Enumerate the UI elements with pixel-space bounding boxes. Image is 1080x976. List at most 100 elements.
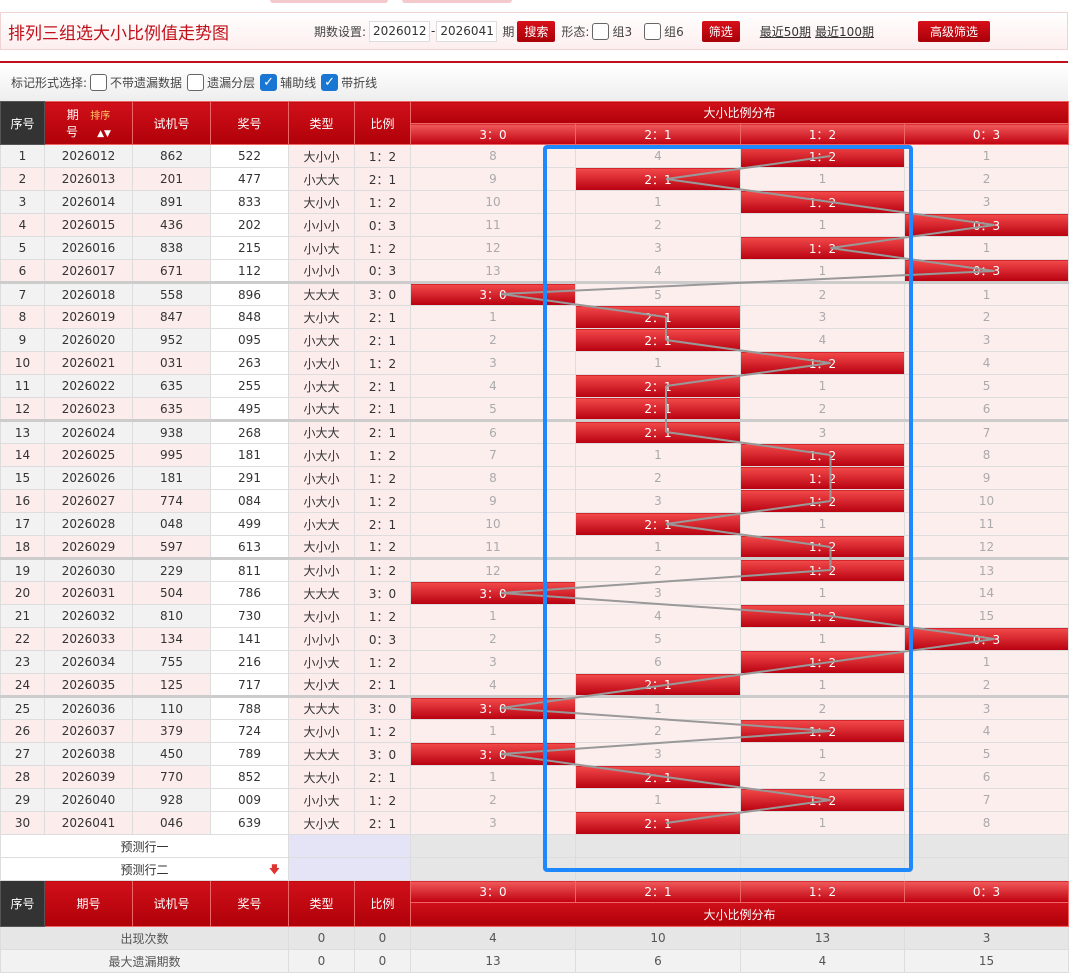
ratio-cell: 2：1: [354, 811, 411, 835]
draw-cell: 730: [210, 604, 289, 628]
top-tab-stub[interactable]: [270, 0, 388, 3]
col-period[interactable]: 期 排序号 ▲▼: [44, 101, 133, 145]
dist-hit-cell: 1：2: [740, 788, 905, 812]
dist-miss-cell: 3: [903, 328, 1070, 352]
ratio-cell: 3：0: [354, 581, 411, 605]
ratio-cell: 2：1: [354, 305, 411, 329]
predict-input[interactable]: [288, 857, 411, 881]
option-checkbox-2[interactable]: ✓: [260, 74, 278, 91]
table-row: 27 2026038 450 789 大大大 3：0 3：0 3 1 5: [0, 742, 1070, 766]
table-row: 26 2026037 379 724 大小小 1：2 1 2 1：2 4: [0, 719, 1070, 743]
period-from-input[interactable]: 2026012: [369, 20, 431, 42]
col-period-top: 期: [66, 108, 79, 122]
dist-hit-cell: 3：0: [410, 581, 576, 605]
option-checkbox-3[interactable]: ✓: [321, 74, 339, 91]
sort-toggle[interactable]: 排序: [90, 111, 111, 122]
sort-arrows-icon[interactable]: ▲▼: [97, 129, 111, 139]
recent-100-link[interactable]: 最近100期: [815, 24, 874, 39]
group6-checkbox[interactable]: [644, 22, 662, 40]
period-cell: 2026033: [44, 627, 133, 651]
dist-miss-cell: 3: [410, 351, 576, 375]
ratio-cell: 1：2: [354, 236, 411, 260]
filter-button[interactable]: 筛选: [701, 20, 740, 42]
predict-dist-cell[interactable]: [740, 857, 905, 881]
type-cell: 小大小: [288, 489, 355, 513]
type-cell: 大大大: [288, 695, 355, 720]
seq-cell: 6: [0, 259, 45, 283]
stat-label: 出现次数: [0, 926, 289, 950]
draw-cell: 112: [210, 259, 289, 283]
table-row: 8 2026019 847 848 大小大 2：1 1 2：1 3 2: [0, 305, 1070, 329]
group3-checkbox[interactable]: [592, 22, 610, 40]
seq-cell: 12: [0, 397, 45, 421]
draw-cell: 202: [210, 213, 289, 237]
seq-cell: 11: [0, 374, 45, 398]
table-row: 20 2026031 504 786 大大大 3：0 3：0 3 1 14: [0, 581, 1070, 605]
seq-cell: 4: [0, 213, 45, 237]
predict-dist-cell[interactable]: [575, 857, 741, 881]
predict-dist-cell[interactable]: [903, 834, 1070, 858]
predict-dist-cell[interactable]: [410, 834, 576, 858]
search-button[interactable]: 搜索: [517, 20, 556, 42]
table-row: 29 2026040 928 009 小小大 1：2 2 1 1：2 7: [0, 788, 1070, 812]
predict-dist-cell[interactable]: [740, 834, 905, 858]
option-checkbox-1[interactable]: [187, 74, 205, 91]
seq-cell: 8: [0, 305, 45, 329]
dist-miss-cell: 1: [575, 695, 741, 720]
seq-cell: 25: [0, 695, 45, 720]
dist-miss-cell: 2: [740, 695, 905, 720]
seq-cell: 27: [0, 742, 45, 766]
stat-value: 6: [575, 949, 741, 973]
dist-miss-cell: 9: [410, 167, 576, 191]
dist-miss-cell: 7: [903, 419, 1070, 444]
ratio-cell: 2：1: [354, 419, 411, 444]
period-cell: 2026039: [44, 765, 133, 789]
table-row: 23 2026034 755 216 小小大 1：2 3 6 1：2 1: [0, 650, 1070, 674]
period-label: 期数设置:: [314, 24, 367, 39]
trial-cell: 891: [132, 190, 211, 214]
option-label: 辅助线: [280, 76, 317, 90]
header-bar: 排列三组选大小比例值走势图 期数设置: 2026012 - 2026041 期 …: [0, 12, 1068, 50]
dist-hit-cell: 2：1: [575, 397, 741, 421]
type-cell: 大小小: [288, 719, 355, 743]
predict-row: 预测行二 🡇: [0, 857, 1070, 881]
period-to-input[interactable]: 2026041: [436, 20, 498, 42]
arrow-down-icon[interactable]: 🡇: [268, 862, 280, 876]
col-dist: 大小比例分布: [409, 101, 1070, 124]
dist-miss-cell: 1: [903, 144, 1070, 168]
dist-miss-cell: 2: [740, 765, 905, 789]
seq-cell: 16: [0, 489, 45, 513]
type-cell: 小小小: [288, 259, 355, 283]
table-row: 2 2026013 201 477 小大大 2：1 9 2：1 1 2: [0, 167, 1070, 191]
option-checkbox-0[interactable]: [90, 74, 108, 91]
predict-input[interactable]: [288, 834, 411, 858]
seq-cell: 5: [0, 236, 45, 260]
type-cell: 小大大: [288, 512, 355, 536]
dist-hit-cell: 2：1: [575, 167, 741, 191]
predict-dist-cell[interactable]: [903, 857, 1070, 881]
dist-miss-cell: 13: [410, 259, 576, 283]
type-cell: 大小小: [288, 604, 355, 628]
top-tab-stub[interactable]: [402, 0, 512, 3]
ratio-cell: 1：2: [354, 190, 411, 214]
period-cell: 2026026: [44, 466, 133, 490]
type-cell: 小大大: [288, 419, 355, 444]
dist-miss-cell: 4: [410, 374, 576, 398]
option-label: 不带遗漏数据: [110, 76, 183, 90]
dist-miss-cell: 1: [575, 443, 741, 467]
predict-dist-cell[interactable]: [410, 857, 576, 881]
recent-50-link[interactable]: 最近50期: [759, 24, 812, 39]
predict-label: 预测行一: [0, 834, 289, 858]
predict-dist-cell[interactable]: [575, 834, 741, 858]
type-cell: 小大大: [288, 397, 355, 421]
dist-miss-cell: 2: [575, 557, 741, 582]
type-cell: 大小小: [288, 557, 355, 582]
dist-miss-cell: 3: [575, 742, 741, 766]
ratio-cell: 1：2: [354, 144, 411, 168]
advanced-filter-button[interactable]: 高级筛选: [917, 20, 990, 42]
col-seq: 序号: [0, 101, 45, 145]
period-suffix: 期: [502, 24, 515, 39]
draw-cell: 613: [210, 535, 289, 559]
dist-col-header: 2：1: [575, 123, 741, 145]
dist-miss-cell: 1: [740, 581, 905, 605]
